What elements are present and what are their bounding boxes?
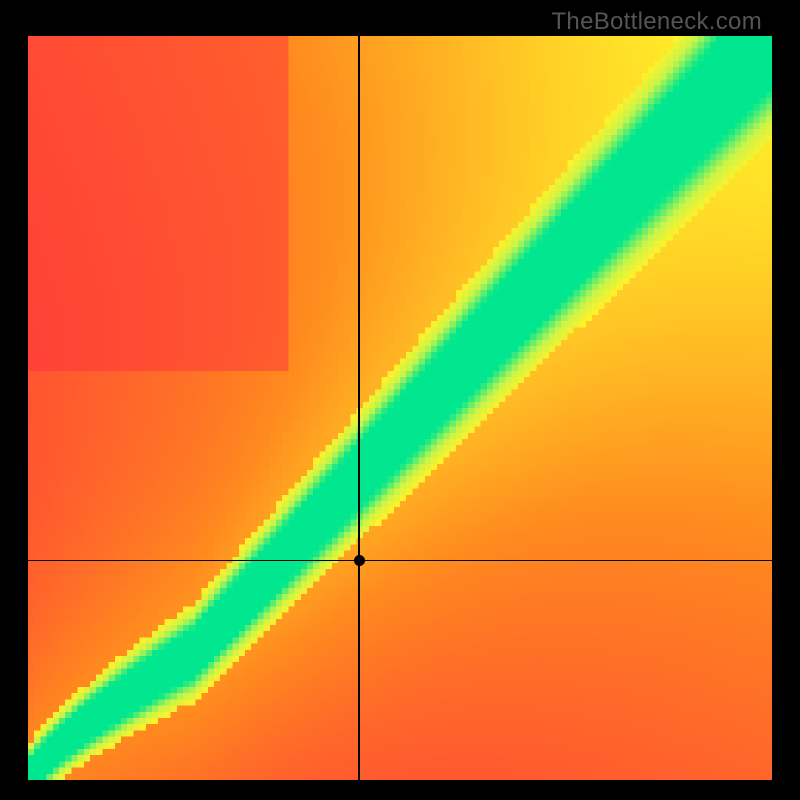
crosshair-vertical: [358, 36, 359, 780]
heatmap-plot: [28, 36, 772, 780]
crosshair-dot: [354, 555, 365, 566]
crosshair-horizontal: [28, 560, 772, 561]
heatmap-canvas: [28, 36, 772, 780]
watermark-text: TheBottleneck.com: [551, 8, 762, 36]
